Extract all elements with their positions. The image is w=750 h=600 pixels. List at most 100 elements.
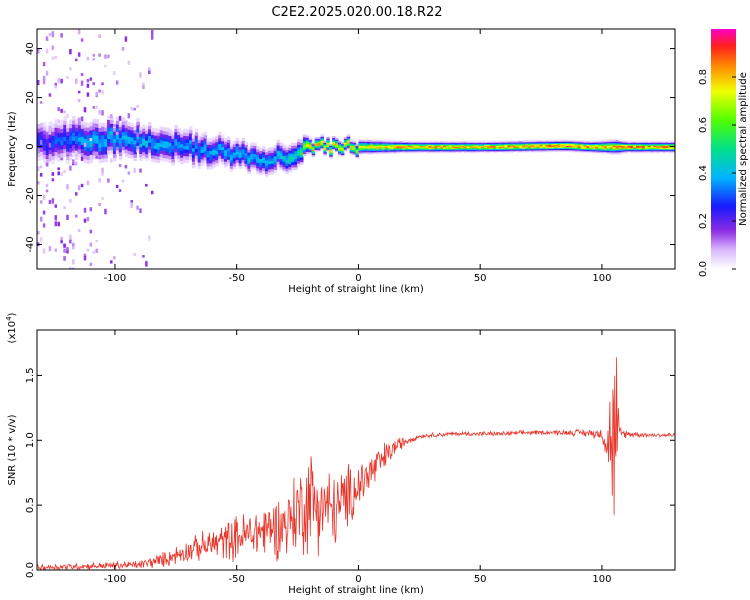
- heatmap-cell: [276, 161, 281, 165]
- heatmap-cell: [276, 163, 281, 168]
- heatmap-cell: [443, 140, 447, 143]
- heatmap-cell: [98, 150, 102, 156]
- heatmap-cell: [349, 140, 354, 143]
- heatmap-cell: [320, 136, 324, 139]
- heatmap-cell: [302, 149, 307, 152]
- heatmap-cell: [586, 146, 590, 148]
- heatmap-cell: [574, 146, 579, 149]
- heatmap-cell: [282, 160, 286, 165]
- heatmap-cell: [171, 158, 175, 163]
- heatmap-speckle: [80, 80, 84, 86]
- heatmap-cell: [586, 149, 590, 152]
- heatmap-cell: [469, 140, 473, 143]
- heatmap-cell: [592, 151, 596, 154]
- heatmap-cell: [112, 145, 117, 151]
- heatmap-speckle: [83, 218, 87, 223]
- heatmap-cell: [627, 149, 631, 152]
- heatmap-cell: [516, 147, 520, 149]
- heatmap-cell: [460, 142, 465, 145]
- heatmap-cell: [492, 145, 497, 147]
- heatmap-cell: [294, 155, 298, 160]
- heatmap-cell: [63, 128, 67, 133]
- heatmap-cell: [335, 137, 339, 140]
- heatmap-cell: [463, 141, 468, 144]
- heatmap-cell: [288, 166, 292, 170]
- heatmap-cell: [565, 140, 570, 142]
- heatmap-cell: [370, 145, 374, 148]
- heatmap-speckle: [74, 192, 78, 196]
- heatmap-speckle: [92, 53, 96, 57]
- heatmap-cell: [425, 144, 430, 147]
- heatmap-cell: [77, 120, 82, 126]
- heatmap-cell: [349, 146, 354, 149]
- heatmap-cell: [446, 146, 450, 149]
- heatmap-cell: [115, 116, 120, 121]
- heatmap-cell: [291, 142, 295, 147]
- heatmap-speckle: [83, 255, 87, 261]
- heatmap-cell: [641, 141, 646, 144]
- heatmap-cell: [624, 144, 628, 147]
- heatmap-cell: [112, 127, 117, 132]
- heatmap-cell: [513, 148, 517, 150]
- heatmap-cell: [188, 129, 193, 134]
- heatmap-cell: [74, 135, 79, 140]
- heatmap-cell: [662, 149, 666, 152]
- heatmap-cell: [577, 142, 582, 145]
- heatmap-speckle: [45, 36, 49, 41]
- heatmap-cell: [203, 156, 208, 161]
- heatmap-cell: [516, 145, 520, 147]
- heatmap-cell: [133, 153, 137, 158]
- heatmap-cell: [662, 145, 666, 148]
- heatmap-cell: [276, 144, 281, 149]
- heatmap-cell: [267, 150, 272, 154]
- heatmap-cell: [352, 139, 357, 142]
- heatmap-cell: [180, 157, 184, 162]
- heatmap-cell: [536, 147, 541, 150]
- heatmap-cell: [495, 145, 500, 147]
- heatmap-cell: [311, 151, 316, 154]
- heatmap-cell: [247, 170, 251, 175]
- heatmap-cell: [592, 141, 596, 143]
- heatmap-cell: [276, 142, 281, 146]
- heatmap-cell: [402, 140, 406, 142]
- heatmap-cell: [437, 149, 441, 152]
- heatmap-cell: [80, 120, 85, 125]
- heatmap-cell: [221, 140, 225, 145]
- heatmap-cell: [580, 141, 585, 143]
- heatmap-cell: [621, 140, 625, 143]
- snr-xtick-label: 100: [592, 574, 611, 585]
- heatmap-cell: [244, 155, 248, 159]
- heatmap-cell: [54, 119, 59, 124]
- heatmap-cell: [630, 145, 634, 148]
- heatmap-cell: [384, 150, 389, 152]
- heatmap-cell: [495, 141, 500, 143]
- heatmap-cell: [238, 154, 243, 158]
- heatmap-cell: [361, 151, 365, 154]
- heatmap-cell: [638, 140, 643, 143]
- heatmap-cell: [489, 146, 494, 149]
- heatmap-cell: [139, 133, 143, 138]
- heatmap-cell: [551, 142, 555, 145]
- heatmap-cell: [577, 140, 582, 143]
- heatmap-speckle: [95, 92, 98, 96]
- heatmap-speckle: [133, 107, 136, 111]
- heatmap-cell: [516, 150, 520, 152]
- heatmap-cell: [326, 140, 330, 143]
- heatmap-cell: [203, 159, 208, 164]
- heatmap-cell: [557, 149, 561, 152]
- heatmap-cell: [659, 145, 663, 148]
- heatmap-cell: [104, 126, 108, 132]
- heatmap-cell: [644, 145, 649, 148]
- heatmap-cell: [475, 144, 479, 147]
- heatmap-speckle: [66, 214, 69, 221]
- heatmap-cell: [349, 138, 354, 141]
- heatmap-speckle: [77, 185, 81, 191]
- heatmap-cell: [95, 151, 99, 156]
- heatmap-cell: [145, 146, 149, 151]
- heatmap-cell: [390, 145, 395, 148]
- heatmap-cell: [335, 148, 339, 151]
- heatmap-cell: [478, 146, 482, 149]
- heatmap-cell: [92, 122, 97, 128]
- heatmap-cell: [416, 141, 421, 144]
- heatmap-cell: [253, 153, 257, 157]
